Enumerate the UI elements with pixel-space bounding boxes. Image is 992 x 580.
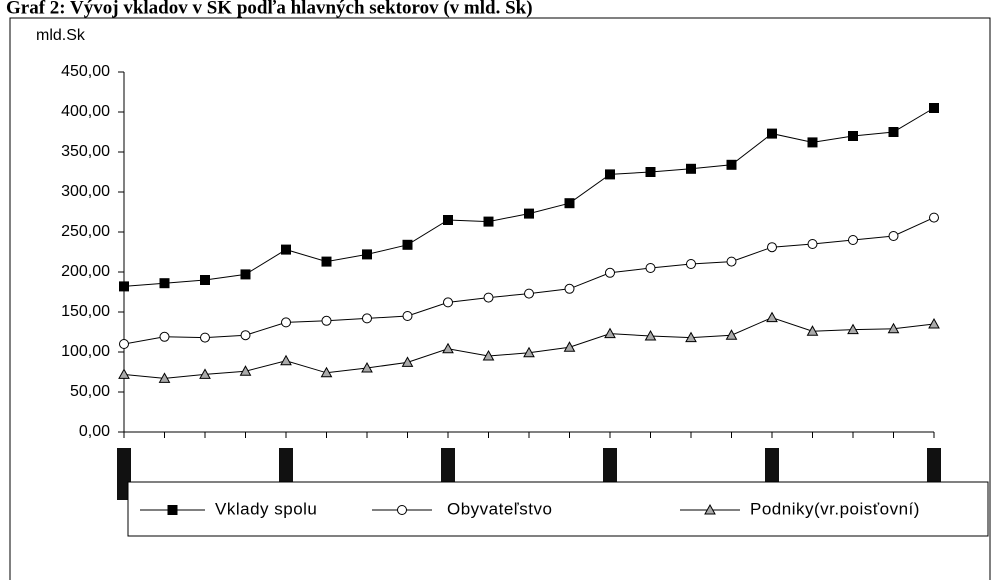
data-point [281, 317, 291, 328]
y-tick-label: 150,00 [61, 303, 110, 320]
data-point [483, 216, 494, 227]
data-point [443, 215, 453, 225]
y-tick-label: 300,00 [61, 183, 110, 200]
data-point [240, 330, 251, 341]
data-point [361, 361, 373, 373]
y-tick-label: 350,00 [61, 143, 110, 160]
data-point [686, 259, 696, 269]
data-point [847, 323, 859, 335]
data-point [806, 325, 819, 336]
data-point [240, 269, 251, 280]
data-point [523, 346, 535, 358]
data-point [483, 292, 494, 303]
legend-marker [167, 505, 178, 515]
y-tick-label: 0,00 [79, 423, 110, 440]
data-point [200, 332, 210, 343]
data-point [929, 212, 939, 223]
data-point [726, 159, 737, 170]
y-tick-label: 100,00 [61, 343, 110, 360]
data-point [200, 275, 210, 285]
data-point [807, 137, 818, 148]
data-point [604, 327, 616, 339]
data-point [402, 311, 413, 321]
legend-label: Podniky(vr.poisťovní) [750, 499, 920, 518]
data-point [645, 263, 656, 273]
data-point [524, 288, 534, 299]
data-point [482, 349, 495, 361]
legend-label: Obyvateľstvo [447, 499, 552, 518]
data-point [928, 317, 940, 329]
data-point [767, 242, 777, 253]
data-point [807, 239, 818, 249]
data-point [158, 372, 171, 383]
y-tick-label: 450,00 [61, 63, 110, 80]
data-point [524, 208, 534, 219]
data-point [848, 131, 858, 141]
data-point [280, 354, 292, 366]
data-point [239, 365, 252, 376]
data-point [119, 281, 129, 292]
data-point [767, 128, 777, 139]
data-point [118, 368, 130, 379]
data-point [321, 315, 332, 326]
data-point [888, 127, 899, 137]
data-point [726, 256, 737, 267]
data-point [848, 235, 858, 245]
legend-label: Vklady spolu [215, 499, 317, 518]
data-point [402, 239, 413, 250]
data-point [725, 329, 738, 340]
data-point [320, 366, 333, 378]
y-tick-label: 250,00 [61, 223, 110, 240]
chart-title: Graf 2: Vývoj vkladov v SK podľa hlavnýc… [6, 0, 533, 18]
data-point [563, 341, 576, 352]
data-point [887, 322, 900, 334]
data-point [321, 256, 332, 267]
data-point [888, 231, 899, 241]
y-tick-label: 400,00 [61, 103, 110, 120]
data-point [564, 283, 575, 294]
data-point [401, 356, 414, 367]
data-point [281, 244, 291, 255]
data-point [686, 163, 696, 174]
data-point [159, 278, 170, 289]
legend-marker [397, 505, 407, 515]
data-point [443, 297, 453, 308]
y-tick-label: 200,00 [61, 263, 110, 280]
data-point [442, 342, 454, 354]
y-axis-label: mld.Sk [36, 27, 86, 44]
data-point [645, 167, 656, 177]
data-point [362, 249, 372, 260]
data-point [159, 331, 170, 342]
data-point [685, 331, 697, 343]
data-point [929, 103, 939, 113]
y-tick-label: 50,00 [70, 383, 110, 400]
data-point [605, 169, 615, 180]
data-point [766, 311, 778, 323]
data-point [362, 313, 372, 324]
data-point [199, 368, 211, 379]
data-point [644, 329, 657, 341]
data-point [605, 267, 615, 278]
legend-box [127, 481, 989, 537]
data-point [119, 339, 129, 349]
legend-marker [704, 503, 716, 515]
data-point [564, 198, 575, 209]
